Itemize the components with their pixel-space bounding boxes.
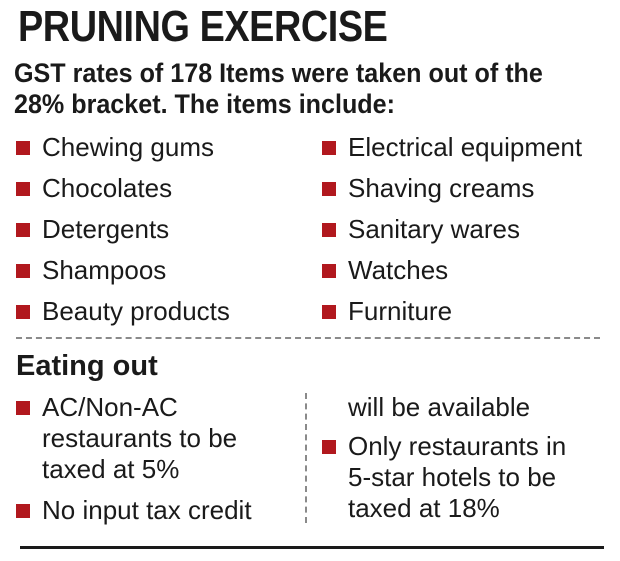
items-list-left: Chewing gums Chocolates Detergents Shamp… bbox=[16, 127, 230, 332]
square-bullet-icon bbox=[16, 181, 30, 196]
square-bullet-icon bbox=[16, 263, 30, 278]
eating-out-right-column: will be available Only restaurants in 5-… bbox=[322, 392, 612, 534]
list-item: Chewing gums bbox=[16, 127, 230, 168]
list-item: Shaving creams bbox=[322, 168, 582, 209]
square-bullet-icon bbox=[16, 304, 30, 319]
vertical-dashed-divider bbox=[305, 393, 307, 523]
item-label: Sanitary wares bbox=[348, 214, 520, 244]
square-bullet-icon bbox=[16, 401, 30, 415]
square-bullet-icon bbox=[322, 440, 336, 454]
dashed-divider bbox=[16, 337, 600, 339]
list-item: Shampoos bbox=[16, 250, 230, 291]
item-label: Chocolates bbox=[42, 173, 173, 203]
section-title: Eating out bbox=[16, 350, 158, 382]
item-text: Only restaurants in 5-star hotels to be … bbox=[348, 431, 567, 523]
item-label: Detergents bbox=[42, 214, 170, 244]
item-label: Electrical equipment bbox=[348, 132, 583, 162]
list-item: Only restaurants in 5-star hotels to be … bbox=[322, 431, 612, 524]
bottom-rule bbox=[20, 546, 604, 549]
item-label: Chewing gums bbox=[42, 132, 214, 162]
item-label: Shampoos bbox=[42, 255, 167, 285]
square-bullet-icon bbox=[322, 304, 336, 319]
item-label: Shaving creams bbox=[348, 173, 535, 203]
list-item: No input tax credit bbox=[16, 495, 286, 526]
square-bullet-icon bbox=[322, 181, 336, 196]
eating-out-left-column: AC/Non-AC restaurants to be taxed at 5% … bbox=[16, 392, 286, 536]
list-item: Detergents bbox=[16, 209, 230, 250]
square-bullet-icon bbox=[322, 140, 336, 155]
item-label: Furniture bbox=[348, 296, 453, 326]
continued-text: will be available bbox=[348, 392, 531, 422]
square-bullet-icon bbox=[16, 222, 30, 237]
square-bullet-icon bbox=[322, 263, 336, 278]
list-item: AC/Non-AC restaurants to be taxed at 5% bbox=[16, 392, 286, 485]
items-list-right: Electrical equipment Shaving creams Sani… bbox=[322, 127, 582, 332]
square-bullet-icon bbox=[16, 504, 30, 518]
list-item: Furniture bbox=[322, 291, 582, 332]
item-label: Beauty products bbox=[42, 296, 230, 326]
item-text: AC/Non-AC restaurants to be taxed at 5% bbox=[42, 392, 238, 484]
page-title: PRUNING EXERCISE bbox=[18, 2, 388, 51]
item-label: Watches bbox=[348, 255, 449, 285]
subtitle: GST rates of 178 Items were taken out of… bbox=[14, 58, 543, 119]
square-bullet-icon bbox=[322, 222, 336, 237]
list-item: Chocolates bbox=[16, 168, 230, 209]
list-item: Electrical equipment bbox=[322, 127, 582, 168]
list-item: Beauty products bbox=[16, 291, 230, 332]
square-bullet-icon bbox=[16, 140, 30, 155]
list-item: Watches bbox=[322, 250, 582, 291]
list-item: Sanitary wares bbox=[322, 209, 582, 250]
item-text: No input tax credit bbox=[42, 495, 252, 525]
